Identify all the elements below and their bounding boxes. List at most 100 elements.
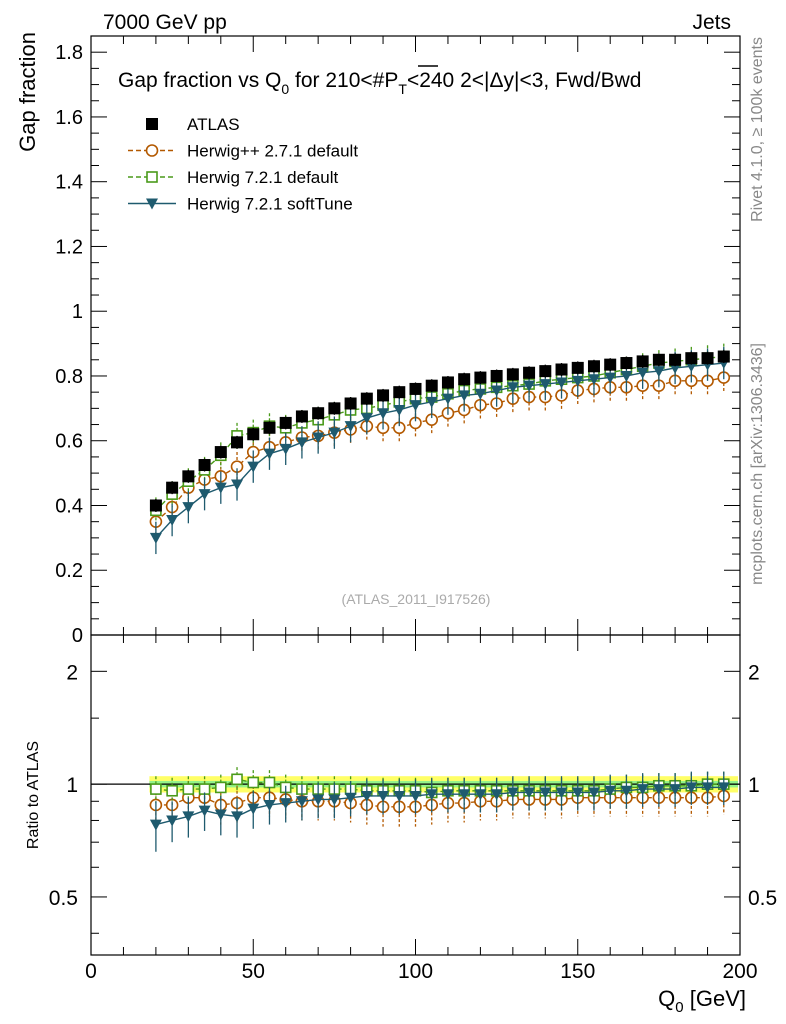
main-ytick-label: 0.6	[55, 431, 83, 453]
legend-label: Herwig 7.2.1 softTune	[187, 195, 353, 214]
main-filled-triangle-down-point	[166, 515, 179, 527]
main-filled-square-point	[214, 446, 227, 459]
ratio-xtick-label: 100	[398, 960, 433, 983]
main-filled-triangle-down-point	[458, 390, 471, 402]
main-ytick-label: 0.4	[55, 495, 83, 517]
ratio-ytick-label: 0.5	[49, 887, 78, 910]
ratio-filled-triangle-down-point	[377, 790, 390, 802]
rivet-label: Rivet 4.1.0, ≥ 100k events	[749, 37, 766, 222]
main-filled-square-point	[231, 436, 244, 449]
main-filled-square-point	[409, 382, 422, 395]
main-filled-square-point	[198, 459, 211, 472]
ratio-filled-triangle-down-point	[409, 790, 422, 802]
main-open-circle-line	[155, 376, 724, 523]
ratio-filled-triangle-down-point	[344, 792, 357, 804]
main-filled-square-point	[458, 373, 471, 386]
mcplots-label: mcplots.cern.ch [arXiv:1306.3436]	[749, 343, 766, 585]
ratio-xtick-label: 200	[722, 960, 757, 983]
main-filled-triangle-down-point	[587, 374, 600, 386]
ratio-filled-triangle-down-point	[490, 789, 503, 801]
main-filled-square-point	[490, 369, 503, 382]
main-filled-square-point	[506, 368, 519, 381]
main-filled-triangle-down-point	[506, 382, 519, 394]
ratio-filled-triangle-down-point	[279, 798, 292, 810]
ratio-ytick-label-right: 2	[748, 661, 760, 684]
ratio-open-square-point	[215, 781, 227, 794]
main-filled-triangle-down-point	[409, 400, 422, 412]
main-filled-square-point	[263, 421, 276, 434]
main-filled-square-point	[539, 365, 552, 378]
main-filled-triangle-down-point	[425, 396, 438, 408]
main-filled-square-point	[344, 397, 357, 410]
ratio-filled-triangle-down-point	[166, 815, 179, 827]
ratio-filled-triangle-down-point	[717, 782, 730, 794]
ratio-filled-triangle-down-point	[604, 785, 617, 797]
ratio-filled-triangle-down-point	[587, 787, 600, 799]
legend-label: Herwig 7.2.1 default	[187, 168, 338, 187]
ratio-filled-triangle-down-point	[685, 782, 698, 794]
ratio-filled-triangle-down-point	[360, 790, 373, 802]
main-filled-triangle-down-point	[620, 370, 633, 382]
ratio-filled-triangle-down-point	[214, 809, 227, 821]
main-filled-triangle-down-point	[360, 413, 373, 425]
main-filled-triangle-down-point	[182, 502, 195, 514]
main-filled-triangle-down-point	[344, 421, 357, 433]
ratio-filled-triangle-down-point	[571, 787, 584, 799]
main-filled-triangle-down-point	[263, 448, 276, 460]
legend: ATLAS Herwig++ 2.7.1 default Herwig 7.2.1 …	[128, 115, 358, 214]
ratio-open-square-point	[247, 776, 260, 789]
ratio-filled-triangle-down-point	[425, 789, 438, 801]
main-filled-square-point	[636, 355, 649, 368]
ratio-filled-triangle-down-point	[458, 789, 471, 801]
ratio-open-square-point	[263, 776, 276, 789]
ratio-filled-triangle-down-point	[652, 784, 665, 796]
main-filled-triangle-down-point	[523, 380, 536, 392]
ratio-ytick-label-right: 0.5	[748, 887, 777, 910]
ratio-ytick-label-right: 1	[748, 774, 760, 797]
ratio-filled-triangle-down-point	[620, 785, 633, 797]
x-axis-label: Q0 [GeV]	[658, 986, 746, 1016]
main-filled-square-point	[555, 363, 568, 376]
ratio-open-square-point	[231, 773, 243, 786]
main-ytick-label: 1.4	[55, 172, 83, 194]
main-filled-triangle-down-point	[279, 443, 292, 455]
main-filled-triangle-down-point	[214, 482, 227, 494]
ratio-ytick-label: 1	[66, 774, 78, 797]
ratio-xtick-label: 50	[242, 960, 265, 983]
header-right: Jets	[692, 11, 731, 34]
legend-label: Herwig++ 2.7.1 default	[187, 142, 358, 161]
main-filled-square-point	[166, 481, 179, 494]
main-filled-square-point	[149, 499, 162, 512]
main-filled-square-point	[620, 357, 633, 370]
main-ytick-label: 0.8	[55, 366, 83, 388]
main-filled-square-point	[247, 428, 260, 441]
main-filled-triangle-down-point	[377, 408, 390, 420]
main-filled-square-point	[425, 379, 438, 392]
main-filled-square-point	[182, 470, 195, 483]
main-panel: 0 0.2 0.4 0.6 0.8 1 1.2 1.4 1.6 1.8	[55, 35, 741, 647]
main-filled-triangle-down-point	[295, 437, 308, 449]
main-filled-triangle-down-point	[604, 372, 617, 384]
ratio-open-square-point	[150, 783, 162, 795]
ratio-ytick-label: 2	[66, 661, 78, 684]
ratio-filled-triangle-down-point	[393, 790, 406, 802]
ratio-filled-triangle-down-point	[149, 819, 162, 831]
main-ylabel: Gap fraction	[15, 32, 40, 152]
main-filled-triangle-down-point	[571, 375, 584, 387]
main-filled-triangle-down-point	[652, 366, 665, 378]
ratio-filled-triangle-down-point	[539, 787, 552, 799]
legend-marker	[146, 171, 158, 183]
ratio-open-square-point	[166, 784, 178, 797]
legend-marker	[146, 118, 158, 130]
main-filled-square-point	[474, 371, 487, 384]
main-filled-square-point	[279, 416, 292, 429]
ratio-filled-triangle-down-point	[636, 784, 649, 796]
main-filled-triangle-down-point	[490, 385, 503, 397]
ratio-filled-triangle-down-point	[506, 787, 519, 799]
main-filled-triangle-down-point	[474, 388, 487, 400]
ratio-filled-triangle-down-point	[247, 803, 260, 815]
legend-marker	[146, 198, 158, 210]
ratio-filled-triangle-down-point	[263, 799, 276, 811]
main-filled-square-point	[685, 352, 698, 365]
ratio-filled-triangle-down-point	[701, 782, 714, 794]
